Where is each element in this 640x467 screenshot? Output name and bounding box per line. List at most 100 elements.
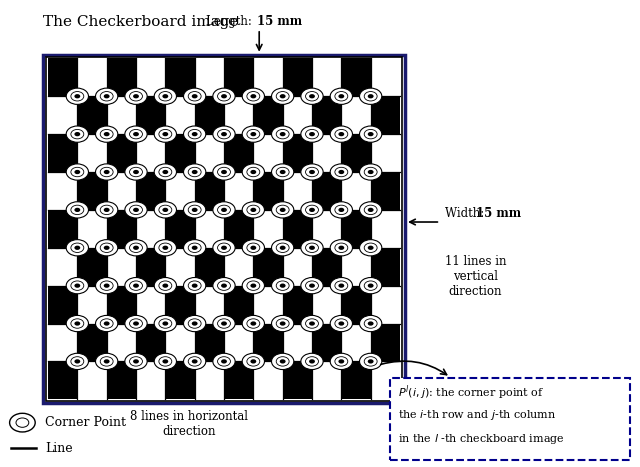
Circle shape bbox=[301, 202, 323, 218]
Bar bbox=[224, 361, 253, 399]
Circle shape bbox=[368, 283, 374, 288]
Bar bbox=[165, 324, 195, 361]
Bar bbox=[253, 58, 283, 96]
Bar bbox=[283, 361, 312, 399]
Bar bbox=[48, 58, 77, 96]
Circle shape bbox=[309, 208, 315, 212]
Circle shape bbox=[74, 208, 80, 212]
Bar bbox=[77, 361, 107, 399]
Bar bbox=[107, 58, 136, 96]
Bar bbox=[48, 286, 77, 324]
Circle shape bbox=[368, 94, 374, 99]
Bar bbox=[371, 210, 400, 248]
Circle shape bbox=[133, 208, 139, 212]
Bar bbox=[312, 286, 341, 324]
Circle shape bbox=[330, 88, 353, 105]
Bar bbox=[107, 172, 136, 210]
Circle shape bbox=[250, 208, 256, 212]
Circle shape bbox=[250, 321, 256, 325]
Circle shape bbox=[192, 170, 198, 174]
Bar bbox=[341, 248, 371, 286]
Bar bbox=[195, 210, 224, 248]
Circle shape bbox=[271, 277, 294, 294]
Circle shape bbox=[301, 315, 323, 332]
Circle shape bbox=[309, 170, 315, 174]
Bar bbox=[371, 361, 400, 399]
Circle shape bbox=[271, 202, 294, 218]
Circle shape bbox=[163, 359, 168, 363]
Bar bbox=[165, 96, 195, 134]
Circle shape bbox=[184, 164, 206, 180]
Circle shape bbox=[242, 353, 264, 369]
Circle shape bbox=[66, 240, 88, 256]
Circle shape bbox=[184, 353, 206, 369]
Bar bbox=[283, 172, 312, 210]
Circle shape bbox=[184, 202, 206, 218]
Circle shape bbox=[192, 246, 198, 250]
Bar bbox=[195, 324, 224, 361]
Circle shape bbox=[309, 246, 315, 250]
Bar bbox=[46, 57, 402, 401]
Bar bbox=[312, 172, 341, 210]
Circle shape bbox=[184, 277, 206, 294]
Circle shape bbox=[242, 88, 264, 105]
Circle shape bbox=[213, 88, 235, 105]
Circle shape bbox=[154, 277, 177, 294]
Circle shape bbox=[271, 353, 294, 369]
Circle shape bbox=[192, 321, 198, 325]
Circle shape bbox=[309, 283, 315, 288]
Bar bbox=[136, 324, 165, 361]
Circle shape bbox=[66, 164, 88, 180]
Circle shape bbox=[330, 164, 353, 180]
Circle shape bbox=[184, 240, 206, 256]
Circle shape bbox=[184, 126, 206, 142]
Text: Length:: Length: bbox=[206, 14, 256, 28]
Bar bbox=[341, 134, 371, 172]
Bar bbox=[48, 361, 77, 399]
Circle shape bbox=[280, 132, 285, 136]
Circle shape bbox=[133, 283, 139, 288]
Bar bbox=[107, 210, 136, 248]
Circle shape bbox=[66, 202, 88, 218]
Circle shape bbox=[163, 321, 168, 325]
Circle shape bbox=[10, 413, 35, 432]
Bar bbox=[77, 134, 107, 172]
Circle shape bbox=[309, 359, 315, 363]
Circle shape bbox=[104, 94, 109, 99]
Circle shape bbox=[163, 170, 168, 174]
Circle shape bbox=[154, 164, 177, 180]
Circle shape bbox=[133, 132, 139, 136]
Bar bbox=[341, 286, 371, 324]
Bar bbox=[165, 248, 195, 286]
Circle shape bbox=[104, 359, 109, 363]
Circle shape bbox=[330, 315, 353, 332]
Circle shape bbox=[280, 170, 285, 174]
Text: in the $\mathit{l}$ -th checkboard image: in the $\mathit{l}$ -th checkboard image bbox=[398, 432, 565, 446]
Circle shape bbox=[360, 202, 382, 218]
Bar bbox=[224, 96, 253, 134]
Circle shape bbox=[242, 126, 264, 142]
Bar bbox=[136, 134, 165, 172]
Circle shape bbox=[95, 240, 118, 256]
Circle shape bbox=[360, 164, 382, 180]
Circle shape bbox=[280, 359, 285, 363]
Circle shape bbox=[250, 283, 256, 288]
Circle shape bbox=[339, 132, 344, 136]
Circle shape bbox=[95, 202, 118, 218]
Circle shape bbox=[301, 88, 323, 105]
Circle shape bbox=[192, 208, 198, 212]
Circle shape bbox=[221, 246, 227, 250]
Bar bbox=[371, 96, 400, 134]
Circle shape bbox=[368, 359, 374, 363]
Circle shape bbox=[133, 359, 139, 363]
Circle shape bbox=[125, 277, 147, 294]
Bar bbox=[224, 134, 253, 172]
Circle shape bbox=[360, 277, 382, 294]
Circle shape bbox=[213, 126, 235, 142]
Bar bbox=[390, 378, 630, 460]
Bar bbox=[341, 324, 371, 361]
Bar bbox=[77, 210, 107, 248]
Bar bbox=[341, 96, 371, 134]
Circle shape bbox=[250, 94, 256, 99]
Circle shape bbox=[104, 132, 109, 136]
